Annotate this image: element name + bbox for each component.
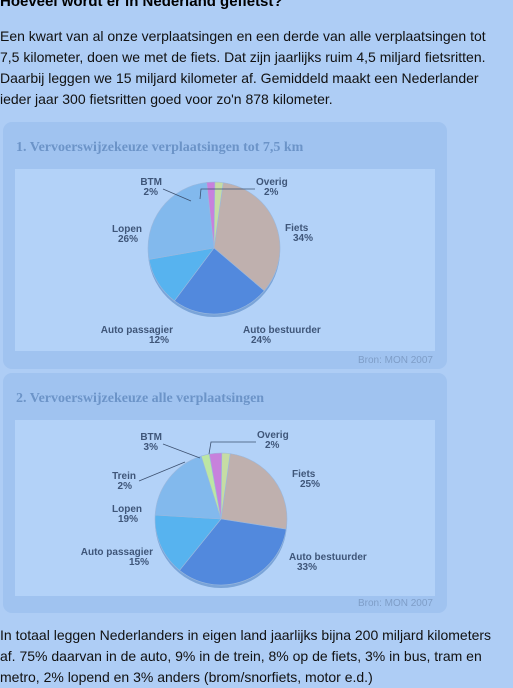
pie-slice-fiets: [220, 453, 288, 530]
slice-pct-auto-passagier: 15%: [129, 557, 149, 568]
closing-paragraph: In totaal leggen Nederlanders in eigen l…: [0, 627, 492, 685]
slice-pct-auto-passagier: 12%: [149, 335, 169, 346]
slice-pct-lopen: 26%: [118, 234, 138, 245]
leader-line-trein: [138, 461, 186, 482]
pie-slice-fiets: [213, 182, 281, 292]
article-title: Hoeveel wordt er in Nederland gefietst?: [0, 0, 283, 10]
slice-label-overig: Overig: [257, 430, 289, 441]
slice-label-btm: BTM: [140, 177, 162, 188]
slice-label-btm: BTM: [140, 432, 162, 443]
leader-line-overig: [199, 188, 255, 200]
chart-2-area: Fiets 25% Auto bestuurder 33% Auto passagier…: [15, 420, 435, 596]
pie-slice-auto-bestuurder: [174, 247, 265, 315]
slice-pct-overig: 2%: [264, 187, 279, 198]
chart-2-source: Bron: MON 2007: [357, 598, 433, 609]
pie-slice-lopen: [154, 455, 222, 520]
slice-pct-fiets: 34%: [293, 233, 313, 244]
slice-pct-btm: 2%: [144, 187, 159, 198]
slice-pct-lopen: 19%: [118, 514, 138, 525]
pie-slice-auto-bestuurder: [179, 518, 287, 586]
slice-label-lopen: Lopen: [112, 224, 142, 235]
slice-pct-btm: 3%: [144, 442, 159, 453]
chart-1-title: 1. Vervoerswijzekeuze verplaatsingen tot…: [16, 140, 304, 155]
slice-label-lopen: Lopen: [112, 504, 142, 515]
pie-slice-auto-passagier: [154, 514, 222, 571]
intro-paragraph: Een kwart van al onze verplaatsingen en …: [0, 28, 486, 107]
slice-label-auto-passagier: Auto passagier: [81, 547, 153, 558]
pie-slice-overig: [220, 452, 231, 520]
chart-panel-1: 1. Vervoerswijzekeuze verplaatsingen tot…: [3, 122, 447, 369]
chart-1-source: Bron: MON 2007: [357, 355, 433, 366]
slice-label-fiets: Fiets: [285, 223, 309, 234]
leader-line-btm: [162, 443, 201, 459]
leader-line-btm: [162, 188, 192, 202]
slice-pct-overig: 2%: [265, 440, 280, 451]
chart-panel-2: 2. Vervoerswijzekeuze alle verplaatsinge…: [3, 373, 447, 613]
chart-1-area: Fiets 34% Auto bestuurder 24% Auto passagier…: [15, 169, 435, 351]
slice-label-auto-bestuurder: Auto bestuurder: [243, 325, 321, 336]
slice-label-auto-bestuurder: Auto bestuurder: [289, 552, 367, 563]
slice-pct-trein: 2%: [118, 481, 133, 492]
slice-label-fiets: Fiets: [292, 469, 316, 480]
slice-label-overig: Overig: [256, 177, 288, 188]
slice-label-auto-passagier: Auto passagier: [101, 325, 173, 336]
leader-line-overig: [208, 441, 256, 455]
slice-pct-auto-bestuurder: 33%: [297, 562, 317, 573]
pie-slice-overig: [213, 181, 224, 249]
chart-2-title: 2. Vervoerswijzekeuze alle verplaatsinge…: [16, 391, 265, 406]
pie-slice-lopen: [147, 182, 215, 260]
slice-pct-auto-bestuurder: 24%: [251, 335, 271, 346]
slice-label-trein: Trein: [112, 471, 136, 482]
slice-pct-fiets: 25%: [300, 479, 320, 490]
